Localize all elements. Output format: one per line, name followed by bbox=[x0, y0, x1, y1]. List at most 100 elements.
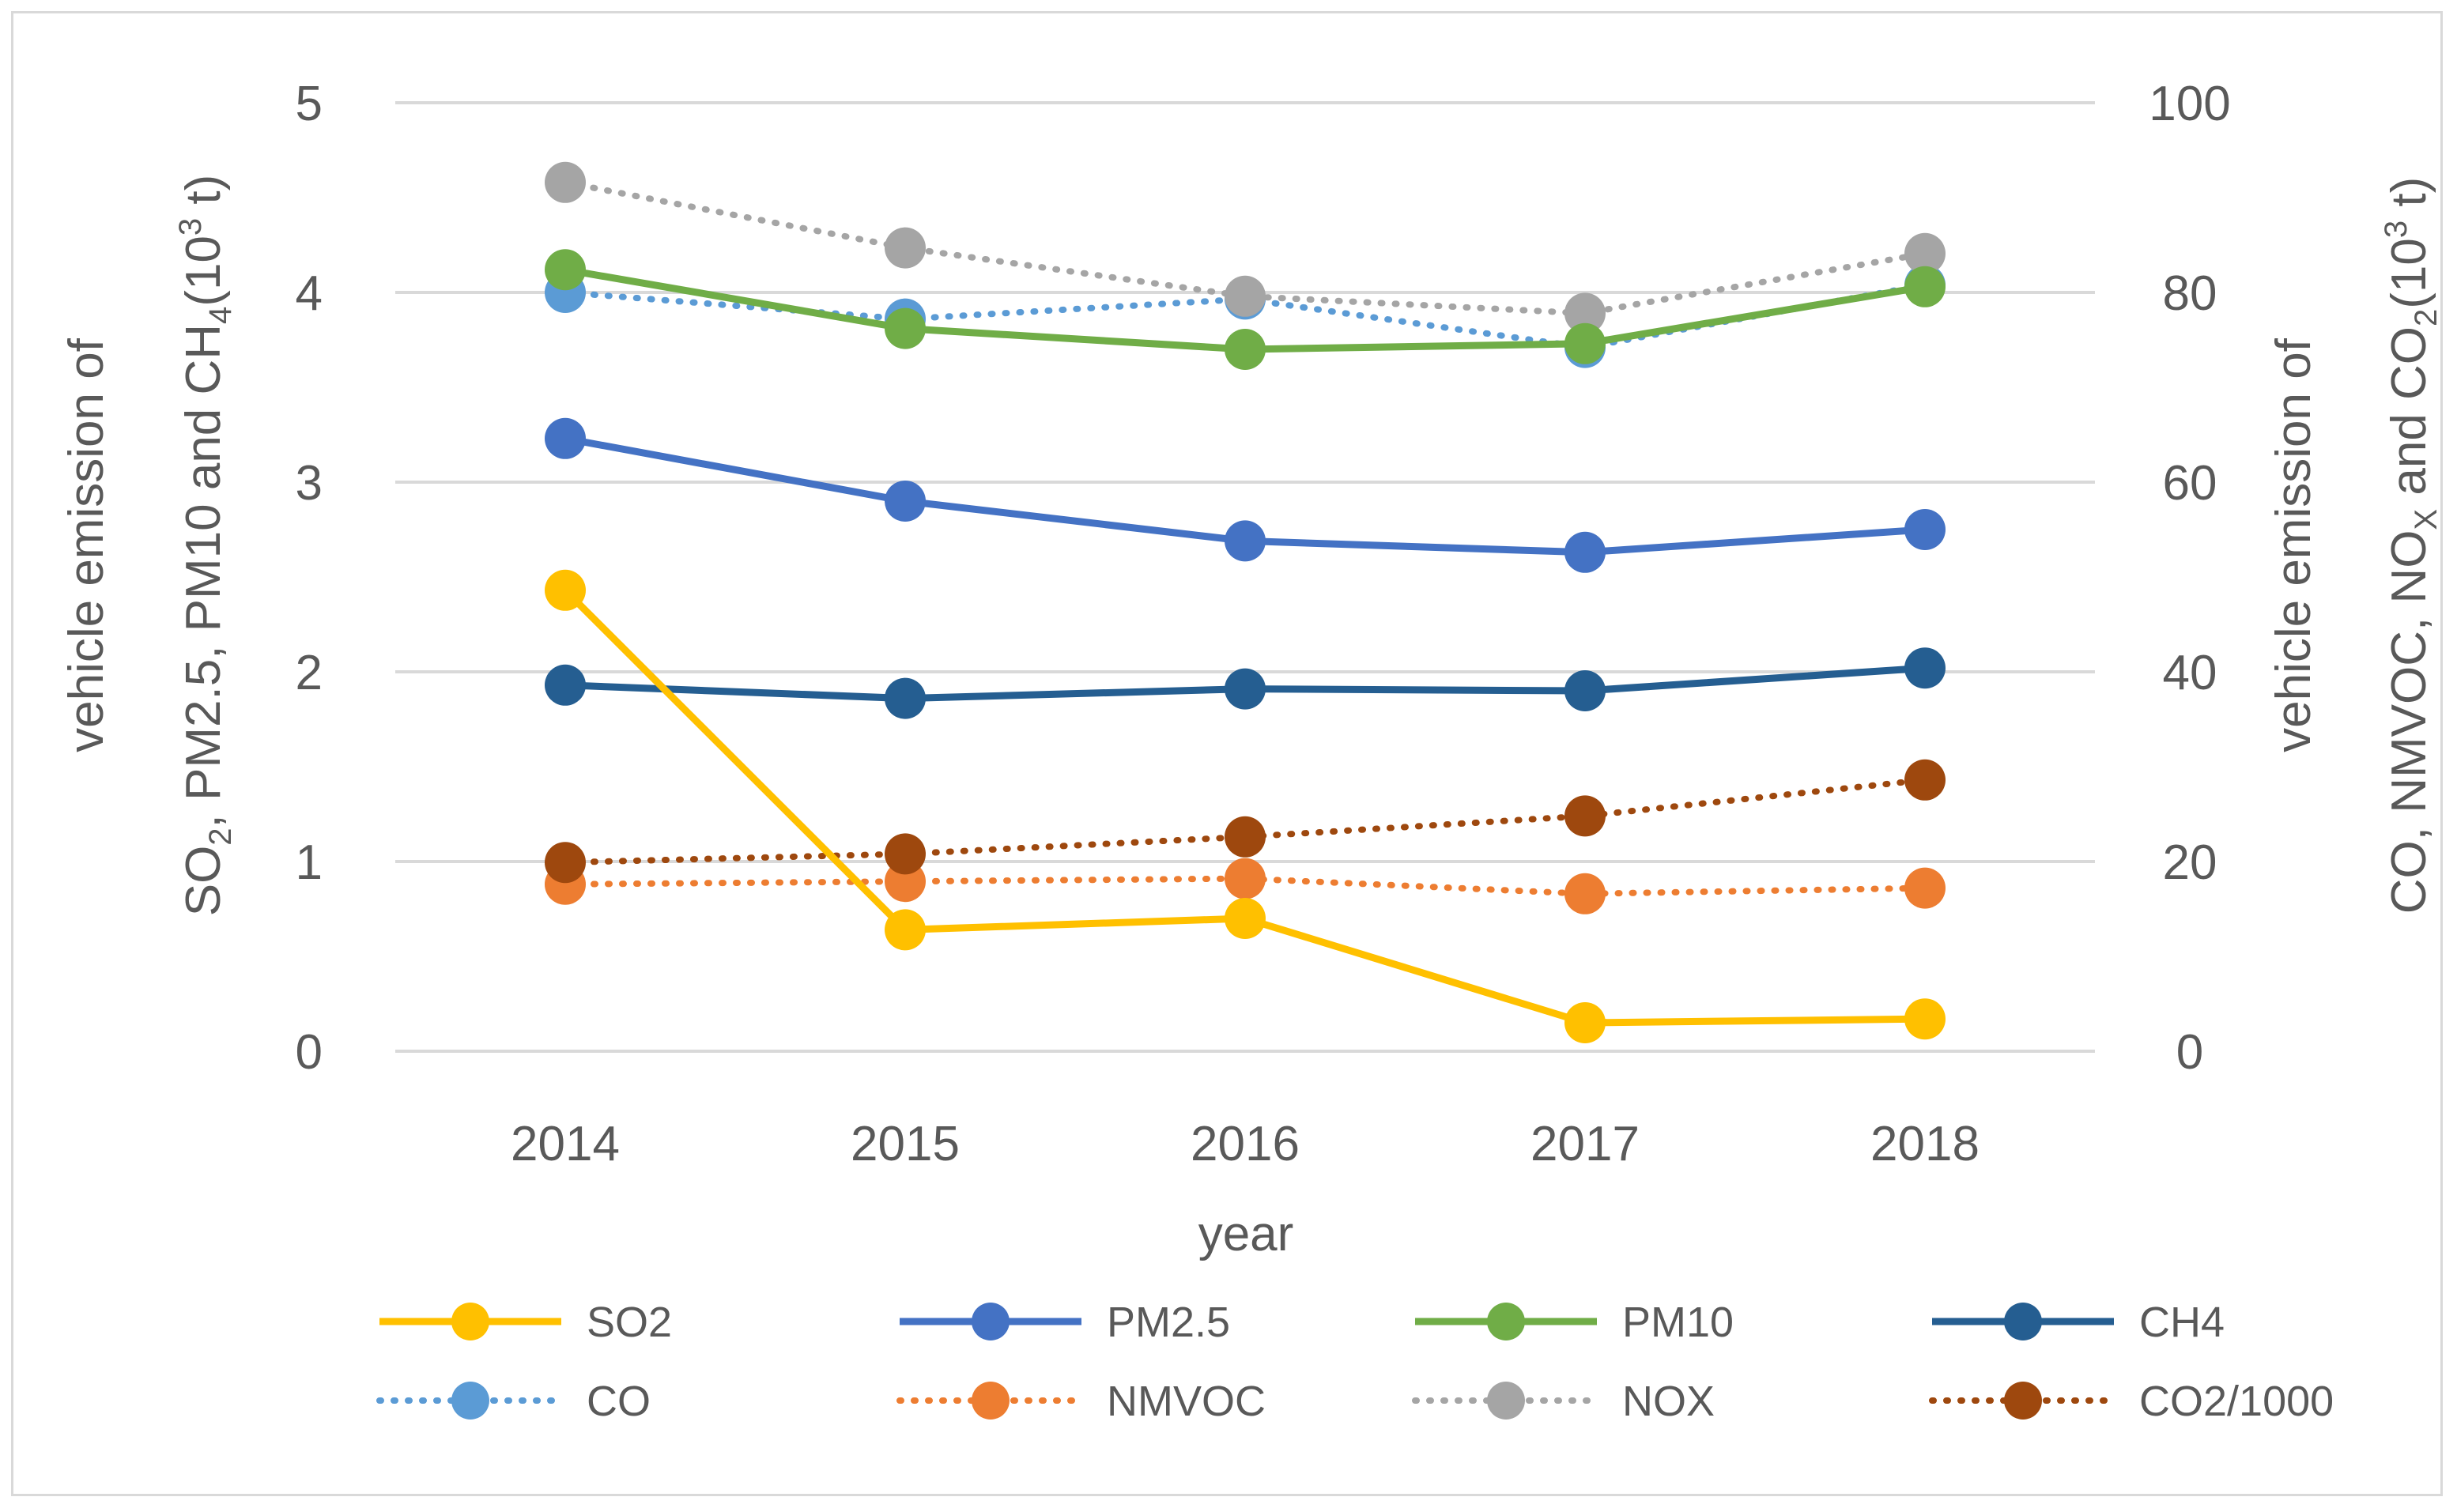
legend-item: PM2.5 bbox=[900, 1299, 1230, 1346]
right-title-sup: 3 bbox=[2379, 221, 2414, 238]
legend-swatch-marker bbox=[451, 1382, 489, 1420]
series-co2-1000 bbox=[545, 759, 1946, 884]
left-y-tick-labels: 0 1 2 3 4 5 bbox=[296, 77, 323, 1080]
legend-swatch-marker bbox=[972, 1382, 1010, 1420]
series-nox bbox=[545, 161, 1946, 334]
legend-swatch-marker bbox=[1487, 1303, 1525, 1340]
data-point bbox=[1225, 520, 1266, 562]
series-line bbox=[562, 179, 1928, 317]
data-point bbox=[1904, 266, 1946, 307]
legend-item: CH4 bbox=[1932, 1299, 2225, 1346]
data-point bbox=[885, 481, 926, 522]
left-y-tick-label: 1 bbox=[296, 835, 323, 890]
left-title-sub1: 2 bbox=[203, 828, 238, 845]
series-pm10 bbox=[545, 249, 1946, 370]
x-tick-label: 2017 bbox=[1530, 1117, 1640, 1171]
legend-item: NOX bbox=[1412, 1378, 1715, 1425]
data-point bbox=[1225, 816, 1266, 858]
left-title-mid1: , PM2.5, PM10 and CH bbox=[176, 324, 231, 828]
data-point bbox=[545, 569, 586, 611]
data-point bbox=[1225, 898, 1266, 939]
data-point bbox=[545, 249, 586, 291]
left-axis-title-line2: SO2, PM2.5, PM10 and CH4(103 t) bbox=[173, 175, 238, 917]
data-point bbox=[545, 161, 586, 203]
right-y-tick-label: 40 bbox=[2163, 646, 2217, 700]
legend-swatch-marker bbox=[451, 1303, 489, 1340]
left-y-tick-label: 3 bbox=[296, 456, 323, 511]
legend-swatch-marker bbox=[972, 1303, 1010, 1340]
data-point bbox=[1225, 275, 1266, 317]
data-point bbox=[1564, 292, 1606, 334]
right-y-tick-label: 80 bbox=[2163, 266, 2217, 321]
data-point bbox=[1564, 531, 1606, 573]
legend-item: CO bbox=[376, 1378, 651, 1425]
data-point bbox=[885, 833, 926, 875]
series-layer bbox=[545, 161, 1946, 1043]
legend-label: PM10 bbox=[1622, 1299, 1734, 1346]
data-point bbox=[1564, 873, 1606, 914]
x-axis-title: year bbox=[1198, 1207, 1294, 1261]
series-ch4 bbox=[545, 647, 1946, 719]
left-title-post: t) bbox=[176, 175, 231, 218]
legend-item: SO2 bbox=[379, 1299, 672, 1346]
x-tick-label: 2015 bbox=[851, 1117, 960, 1171]
right-title-sub1: X bbox=[2409, 509, 2444, 530]
left-title-sub2: 4 bbox=[203, 307, 238, 324]
data-point bbox=[885, 307, 926, 349]
data-point bbox=[1225, 668, 1266, 710]
data-point bbox=[1564, 322, 1606, 364]
right-title-mid2: (10 bbox=[2382, 238, 2436, 309]
series-pm2-5 bbox=[545, 417, 1946, 573]
series-line bbox=[562, 587, 1926, 1027]
legend-label: CO2/1000 bbox=[2139, 1378, 2334, 1425]
data-point bbox=[1904, 998, 1946, 1040]
data-point bbox=[1564, 670, 1606, 711]
data-point bbox=[1904, 509, 1946, 550]
chart-frame bbox=[11, 11, 2443, 1496]
series-so2 bbox=[545, 569, 1946, 1043]
legend-label: CH4 bbox=[2139, 1299, 2225, 1346]
legend-swatch-marker bbox=[2004, 1382, 2042, 1420]
left-axis-title-line1: vehicle emission of bbox=[59, 337, 114, 752]
right-axis-title-line2: CO, NMVOC, NOX and CO2(103 t) bbox=[2379, 177, 2444, 914]
data-point bbox=[1564, 795, 1606, 837]
left-y-tick-label: 0 bbox=[296, 1025, 323, 1080]
right-axis-title: vehicle emission of bbox=[2266, 337, 2321, 752]
right-axis-title-2: CO, NMVOC, NOX and CO2(103 t) bbox=[2379, 177, 2444, 914]
data-point bbox=[545, 417, 586, 459]
legend-label: CO bbox=[587, 1378, 651, 1425]
right-y-tick-labels: 0 20 40 60 80 100 bbox=[2149, 77, 2230, 1080]
left-y-tick-label: 2 bbox=[296, 646, 323, 700]
left-title-sup: 3 bbox=[173, 218, 208, 236]
data-point bbox=[885, 227, 926, 269]
data-point bbox=[545, 842, 586, 884]
left-axis-title-2: SO2, PM2.5, PM10 and CH4(103 t) bbox=[173, 175, 238, 917]
x-tick-label: 2014 bbox=[511, 1117, 620, 1171]
right-y-tick-label: 60 bbox=[2163, 456, 2217, 511]
left-title-mid2: (10 bbox=[176, 236, 231, 307]
right-y-tick-label: 0 bbox=[2176, 1025, 2203, 1080]
data-point bbox=[1904, 759, 1946, 801]
right-title-post: t) bbox=[2382, 177, 2436, 221]
legend-label: SO2 bbox=[587, 1299, 672, 1346]
x-tick-label: 2018 bbox=[1870, 1117, 1980, 1171]
right-title-mid1: and CO bbox=[2382, 326, 2436, 509]
right-y-tick-label: 100 bbox=[2149, 77, 2230, 131]
data-point bbox=[1225, 858, 1266, 899]
legend-item: NMVOC bbox=[896, 1378, 1266, 1425]
legend-swatch-marker bbox=[1487, 1382, 1525, 1420]
right-y-tick-label: 20 bbox=[2163, 835, 2217, 890]
x-tick-label: 2016 bbox=[1191, 1117, 1300, 1171]
data-point bbox=[1564, 1002, 1606, 1043]
left-y-tick-label: 4 bbox=[296, 266, 323, 321]
right-axis-title-line1: vehicle emission of bbox=[2266, 337, 2321, 752]
data-point bbox=[1904, 232, 1946, 274]
left-y-tick-label: 5 bbox=[296, 77, 323, 131]
data-point bbox=[1904, 867, 1946, 909]
data-point bbox=[885, 909, 926, 951]
left-axis-title: vehicle emission of bbox=[59, 337, 114, 752]
data-point bbox=[1904, 647, 1946, 689]
data-point bbox=[1225, 329, 1266, 370]
legend-item: CO2/1000 bbox=[1929, 1378, 2334, 1425]
